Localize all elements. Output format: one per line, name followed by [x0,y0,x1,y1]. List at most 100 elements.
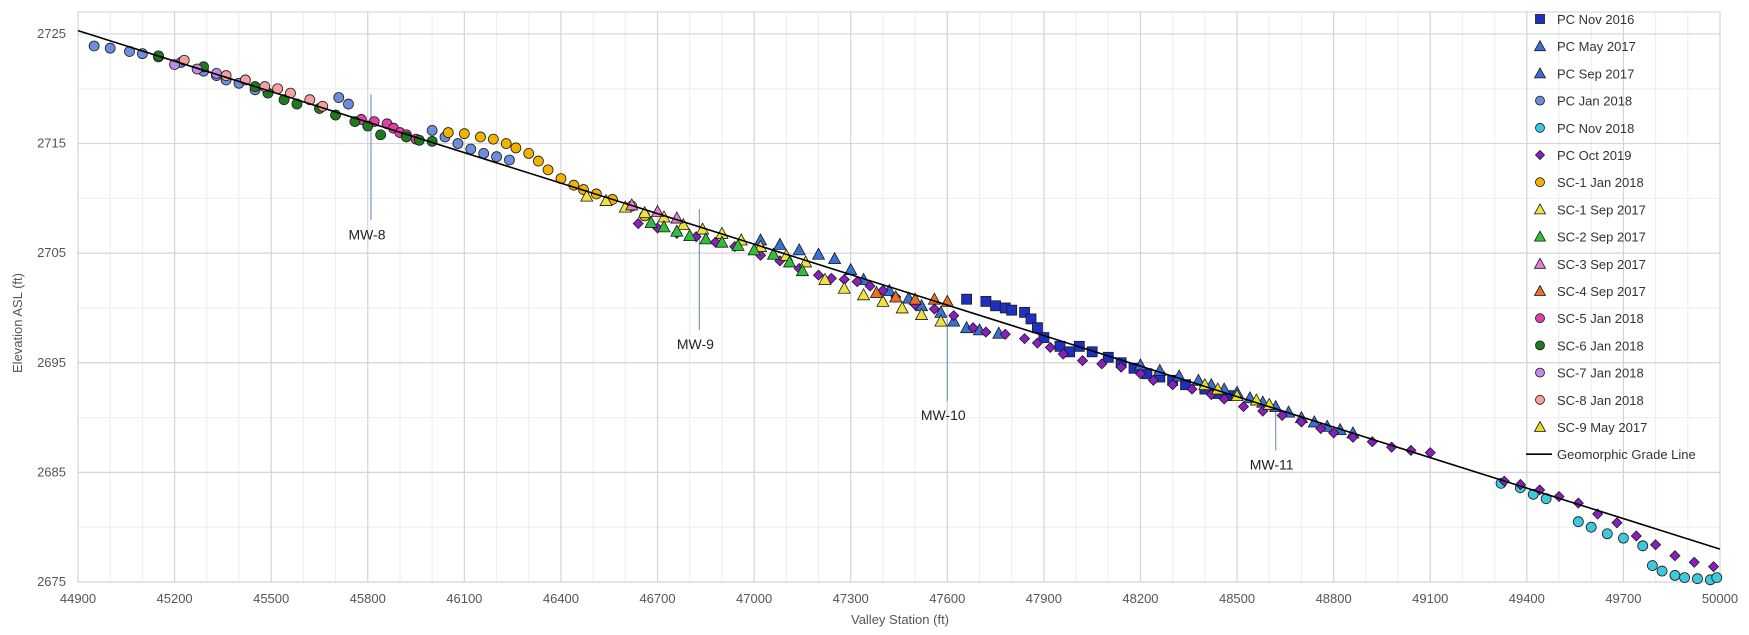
data-points [88,40,1723,586]
reference-line-label: MW-11 [1250,456,1294,472]
data-point [1650,539,1662,551]
legend-marker [1535,394,1545,405]
data-point [1025,313,1037,325]
data-point [1585,521,1597,533]
y-tick-label: 2725 [37,26,66,41]
legend-marker [1533,39,1547,52]
data-point [304,94,316,106]
legend-marker [1535,14,1545,24]
data-point [773,237,787,250]
x-tick-label: 48500 [1219,591,1255,606]
legend-label: PC Nov 2018 [1557,121,1634,136]
legend-label: PC Oct 2019 [1557,148,1631,163]
x-tick-label: 46100 [446,591,482,606]
grade-line [77,29,1721,550]
data-point [504,154,515,166]
data-point [1315,422,1327,435]
data-point [747,243,761,256]
data-point [452,138,464,149]
data-point [864,280,876,292]
legend-label: SC-6 Jan 2018 [1557,338,1644,353]
data-point [1218,393,1230,405]
data-point [876,294,890,307]
y-tick-label: 2695 [37,355,66,370]
data-point [1618,532,1629,544]
data-point [1707,561,1720,573]
data-point [343,98,354,110]
data-point [811,247,826,260]
data-point [670,224,684,237]
y-tick-label: 2715 [37,136,66,151]
legend-label: PC Nov 2016 [1557,12,1634,27]
data-point [914,307,929,320]
grade-line-layer [77,29,1721,550]
data-point [1019,306,1030,318]
data-point [104,42,116,54]
data-point [1032,322,1043,334]
legend-label: SC-4 Sep 2017 [1557,284,1646,299]
data-point [812,269,825,281]
data-point [1115,361,1127,373]
data-point [856,287,871,301]
legend-marker [1535,122,1545,133]
legend-label: SC-2 Sep 2017 [1557,230,1646,245]
data-point [1044,341,1056,353]
legend-label: Geomorphic Grade Line [1557,447,1696,462]
data-point [1006,304,1018,316]
reference-lines: MW-8 MW-9 MW-10 MW-11 [348,94,1294,472]
legend-marker [1535,313,1545,324]
data-point [869,285,884,299]
data-point [895,301,909,314]
data-point [1147,374,1159,386]
y-axis-title: Elevation ASL (ft) [10,273,25,373]
data-point [1630,530,1642,542]
data-point [88,40,100,52]
legend-label: PC Sep 2017 [1557,66,1634,81]
data-point [475,131,486,143]
data-point [487,133,499,145]
data-point [1167,379,1179,391]
legend-marker [1534,149,1546,161]
data-point [1096,358,1108,370]
x-tick-label: 48800 [1316,591,1352,606]
data-point [715,235,729,248]
data-point [426,124,438,136]
data-point [990,300,1001,312]
data-point [766,247,781,260]
data-point [851,276,863,288]
legend-label: SC-7 Jan 2018 [1557,366,1644,381]
data-point [837,281,851,294]
reference-line-label: MW-8 [348,226,385,242]
x-tick-label: 45500 [253,591,289,606]
x-tick-label: 50000 [1702,591,1738,606]
data-point [1057,348,1069,360]
data-point [1572,516,1584,528]
legend-label: SC-9 May 2017 [1557,420,1647,435]
legend-marker [1535,177,1545,188]
data-point [699,232,713,245]
data-point [1637,540,1649,552]
data-point [827,251,842,265]
legend-label: SC-5 Jan 2018 [1557,311,1644,326]
data-point [999,328,1011,340]
legend-marker [1533,67,1547,79]
data-point [533,155,544,167]
data-point [491,151,502,163]
legend-label: SC-1 Sep 2017 [1557,202,1646,217]
legend-label: SC-8 Jan 2018 [1557,393,1644,408]
data-point [928,303,940,315]
data-point [934,314,948,327]
data-point [1276,409,1288,421]
data-point [1134,368,1147,380]
data-point [657,220,671,233]
data-point [961,293,973,305]
data-point [599,193,613,206]
data-point [1646,560,1658,571]
y-tick-labels: 2675 2685 2695 2705 2715 2725 [37,26,66,589]
data-point [333,92,345,103]
x-axis-title: Valley Station (ft) [851,612,949,627]
data-point [465,143,477,155]
x-tick-label: 48200 [1122,591,1158,606]
data-point [542,164,554,176]
